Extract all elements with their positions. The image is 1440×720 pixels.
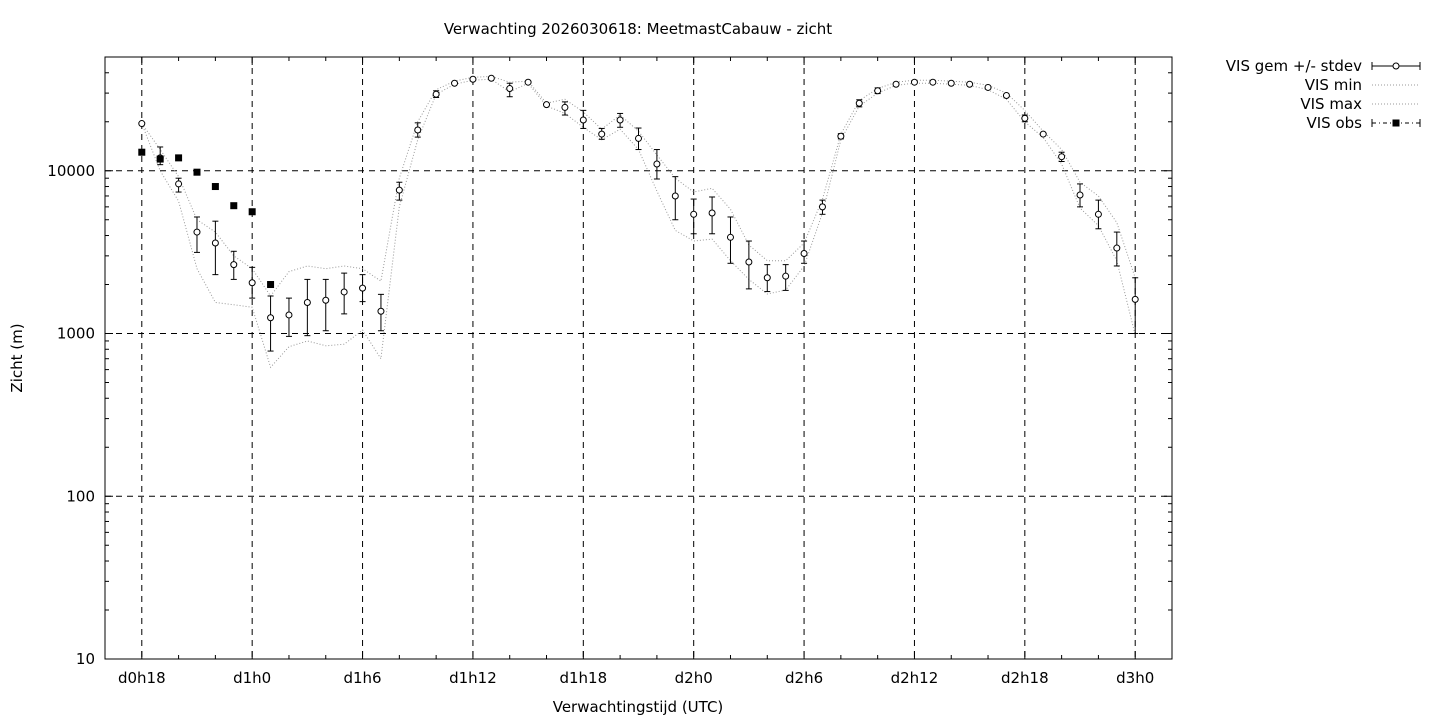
mean-point <box>726 233 734 241</box>
legend-label: VIS obs <box>1307 114 1363 132</box>
series-vis-obs <box>138 148 275 289</box>
mean-point <box>451 79 459 87</box>
mean-point <box>359 284 367 292</box>
mean-point <box>395 186 403 194</box>
mean-point <box>211 239 219 247</box>
mean-point <box>708 209 716 217</box>
plot-frame <box>104 56 1173 660</box>
mean-point <box>947 79 955 87</box>
mean-point <box>193 228 201 236</box>
legend-sample-circle <box>1392 62 1400 70</box>
mean-point <box>855 99 863 107</box>
mean-point <box>984 83 992 91</box>
mean-point <box>929 78 937 86</box>
mean-point <box>432 90 440 98</box>
mean-point <box>1002 92 1010 100</box>
mean-point <box>874 87 882 95</box>
mean-point <box>635 134 642 142</box>
mean-point <box>524 78 532 86</box>
y-tick-label: 10000 <box>47 162 95 180</box>
legend-label: VIS max <box>1300 95 1362 113</box>
x-tick-label: d2h12 <box>891 669 939 687</box>
obs-point <box>156 155 164 163</box>
mean-point <box>377 307 385 315</box>
mean-point <box>690 210 698 218</box>
obs-point <box>138 148 146 156</box>
x-tick-label: d1h12 <box>449 669 497 687</box>
x-tick-label: d2h6 <box>785 669 823 687</box>
obs-point <box>193 168 201 176</box>
x-tick-label: d1h6 <box>343 669 381 687</box>
mean-point <box>414 126 422 134</box>
y-tick-label: 10 <box>76 650 95 668</box>
obs-point <box>211 183 219 191</box>
mean-point <box>285 311 293 319</box>
grid-lines <box>105 57 1172 659</box>
mean-point <box>469 75 477 83</box>
mean-point <box>1113 244 1121 252</box>
mean-point <box>837 132 845 140</box>
x-tick-label: d0h18 <box>118 669 166 687</box>
obs-point <box>175 154 183 162</box>
mean-point <box>303 299 311 307</box>
obs-point <box>248 208 256 216</box>
mean-point <box>616 116 624 124</box>
mean-point <box>966 80 974 88</box>
mean-point <box>763 274 771 282</box>
y-axis-label: Zicht (m) <box>8 323 26 392</box>
mean-point <box>1076 191 1084 199</box>
mean-point <box>782 272 790 280</box>
mean-point <box>1058 153 1066 161</box>
mean-point <box>340 288 348 296</box>
y-tick-label: 100 <box>66 487 95 505</box>
mean-point <box>175 180 183 188</box>
mean-point <box>1094 210 1102 218</box>
mean-point <box>818 203 826 211</box>
mean-point <box>138 120 146 128</box>
x-tick-label: d2h18 <box>1001 669 1049 687</box>
mean-point <box>1021 114 1029 122</box>
mean-point <box>248 279 256 287</box>
legend-label: VIS min <box>1305 76 1362 94</box>
mean-point <box>800 250 808 258</box>
mean-point <box>598 130 606 138</box>
legend-label: VIS gem +/- stdev <box>1226 57 1362 75</box>
mean-point <box>671 192 679 200</box>
x-tick-label: d2h0 <box>675 669 713 687</box>
mean-point <box>322 296 330 304</box>
mean-point <box>267 314 275 322</box>
mean-point <box>1131 295 1139 303</box>
mean-point <box>487 74 495 82</box>
mean-point <box>543 101 551 109</box>
obs-point <box>230 202 238 210</box>
mean-point <box>745 258 753 266</box>
y-tick-label: 1000 <box>57 325 95 343</box>
axis-ticks: d0h18 d1h0 d1h6 d1h12 d1h18 d2h0 d2h6 d2h12 d2h1… <box>47 56 1172 687</box>
x-tick-label: d1h18 <box>559 669 607 687</box>
mean-point <box>910 78 918 86</box>
x-tick-label: d1h0 <box>233 669 271 687</box>
series-vis-gem-stdev <box>138 74 1139 352</box>
mean-point <box>579 116 587 124</box>
x-tick-label: d3h0 <box>1116 669 1154 687</box>
mean-point <box>506 85 514 93</box>
mean-point <box>230 261 238 269</box>
chart-title: Verwachting 2026030618: MeetmastCabauw -… <box>444 20 832 38</box>
x-axis-label: Verwachtingstijd (UTC) <box>553 698 724 716</box>
mean-point <box>653 160 661 168</box>
mean-point <box>1039 130 1047 138</box>
mean-point <box>892 80 900 88</box>
obs-point <box>267 281 275 289</box>
series-vis-max <box>141 75 1136 297</box>
series-vis-min <box>141 78 1136 369</box>
vis-min-line <box>141 78 1136 369</box>
mean-point <box>561 103 569 111</box>
vis-max-line <box>141 75 1136 297</box>
legend-sample-square <box>1392 119 1400 127</box>
